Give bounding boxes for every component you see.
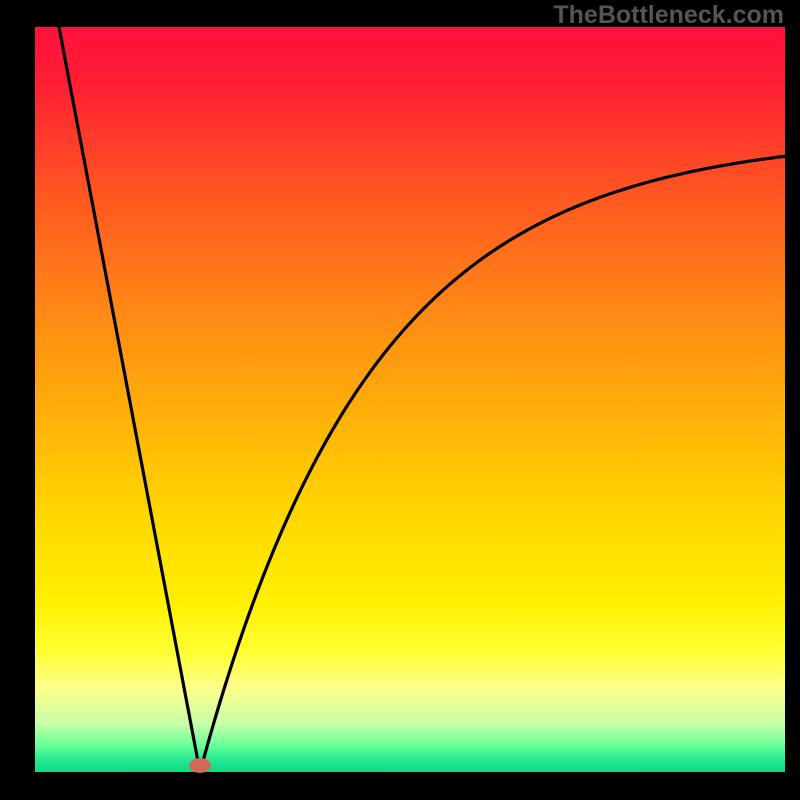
- bottleneck-curve: [35, 27, 785, 772]
- watermark-text: TheBottleneck.com: [553, 1, 784, 30]
- curve-path: [59, 27, 785, 772]
- minimum-marker: [189, 758, 211, 773]
- chart-container: TheBottleneck.com: [0, 0, 800, 800]
- plot-area: [35, 27, 785, 772]
